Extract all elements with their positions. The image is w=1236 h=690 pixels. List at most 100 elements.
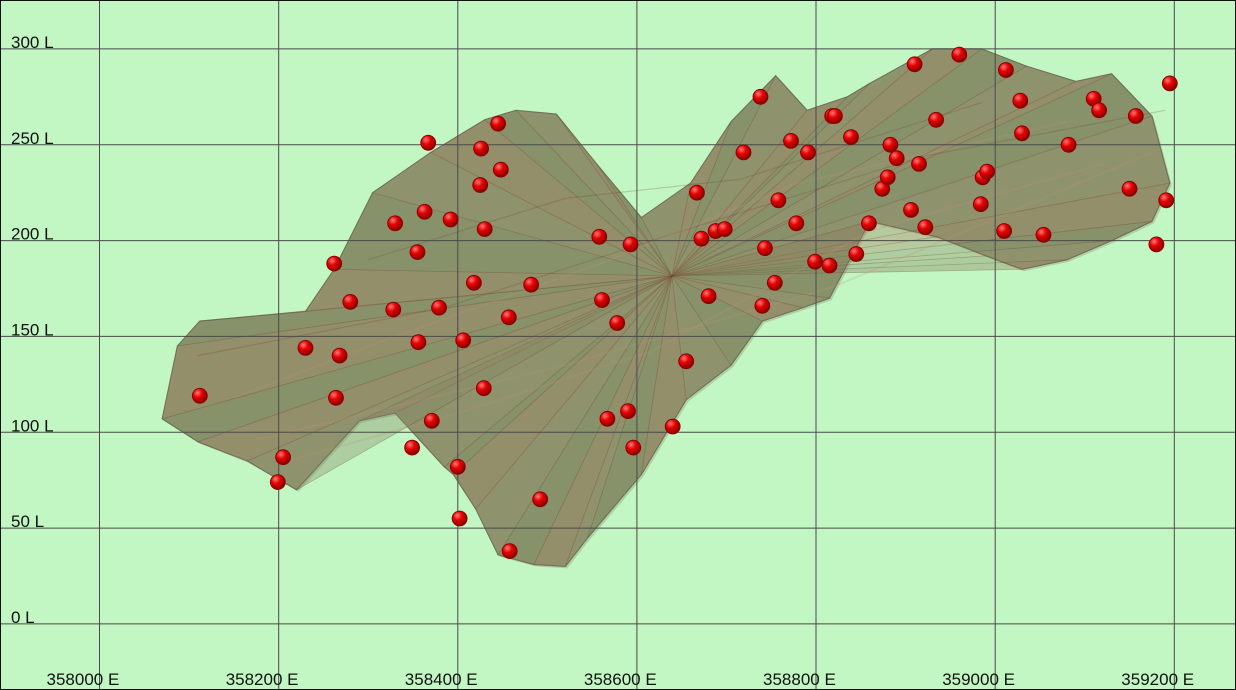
data-point — [972, 196, 989, 213]
data-point — [903, 202, 919, 218]
data-point — [409, 244, 426, 261]
surface-patch — [596, 163, 673, 277]
data-point — [1012, 92, 1029, 109]
surface-patch — [304, 268, 673, 312]
data-point — [442, 211, 459, 228]
data-point — [1121, 180, 1138, 197]
data-point — [678, 353, 695, 370]
surface-patch — [671, 259, 1067, 277]
data-point — [591, 228, 608, 245]
data-point — [1060, 136, 1077, 153]
data-point — [475, 380, 492, 397]
data-point — [269, 474, 286, 491]
data-point — [423, 412, 440, 429]
data-point — [476, 221, 493, 238]
surface-patch — [671, 221, 1153, 277]
surface-patch — [671, 275, 805, 322]
data-point — [385, 301, 402, 318]
data-point — [404, 439, 421, 456]
data-point — [297, 340, 314, 356]
tick-labels-layer: 358000 E 358200 E 358400 E 358600 E 358800 E… — [11, 33, 1194, 689]
data-point — [492, 161, 509, 178]
surface-patch — [671, 48, 933, 277]
data-point — [451, 510, 468, 527]
data-point — [821, 257, 838, 274]
data-point — [700, 288, 717, 305]
x-tick-label: 358600 E — [584, 670, 657, 689]
data-point — [620, 403, 636, 420]
data-point — [328, 389, 344, 406]
data-point — [783, 133, 799, 149]
data-point — [410, 334, 427, 351]
y-tick-label: 150 L — [11, 320, 54, 339]
surface-patch — [199, 275, 673, 322]
surface-patch — [671, 83, 871, 277]
data-point — [473, 140, 490, 157]
data-point — [532, 491, 549, 508]
surface-patch — [371, 151, 673, 277]
data-point — [879, 169, 896, 186]
data-point — [191, 387, 208, 404]
data-point — [766, 274, 783, 291]
y-tick-label: 250 L — [11, 129, 54, 148]
data-point — [501, 543, 518, 559]
surface-streak — [197, 109, 1166, 357]
surface-patch — [641, 275, 687, 475]
data-point — [1014, 125, 1030, 142]
data-point — [664, 418, 681, 435]
surface-patch — [671, 240, 1112, 277]
data-point — [716, 221, 733, 238]
data-point — [752, 88, 769, 105]
surface-patch — [671, 75, 808, 277]
points-layer — [191, 46, 1178, 559]
x-tick-label: 359200 E — [1121, 670, 1194, 689]
data-point — [906, 56, 923, 73]
x-tick-label: 358800 E — [763, 670, 836, 689]
surface-patch — [671, 65, 1077, 277]
data-point — [735, 144, 752, 161]
data-point — [599, 410, 616, 427]
data-point — [996, 223, 1012, 239]
surface-streak — [256, 147, 1162, 441]
x-tick-label: 358200 E — [226, 670, 299, 689]
data-point — [807, 253, 823, 270]
data-point — [466, 274, 482, 291]
data-point — [848, 246, 865, 262]
data-point — [757, 240, 773, 257]
data-point — [1127, 108, 1144, 124]
surface-outline — [161, 48, 1171, 568]
data-point — [827, 108, 843, 124]
data-point — [979, 163, 995, 180]
data-point — [1158, 192, 1175, 209]
y-tick-label: 100 L — [11, 416, 54, 435]
data-point — [490, 115, 507, 132]
data-point — [416, 203, 433, 220]
data-point — [911, 156, 927, 172]
x-tick-label: 359000 E — [942, 670, 1015, 689]
data-point — [342, 294, 359, 310]
data-point — [331, 347, 348, 364]
data-point — [275, 449, 292, 466]
data-point — [770, 192, 787, 209]
data-point — [326, 255, 343, 272]
data-point — [455, 332, 472, 349]
surface-patch — [555, 113, 673, 277]
data-point — [882, 136, 899, 153]
surface-patch — [176, 275, 673, 347]
data-point — [594, 292, 610, 308]
data-point — [431, 299, 447, 316]
data-point — [917, 219, 934, 236]
data-point — [693, 230, 710, 247]
surface-streak — [368, 102, 982, 261]
data-point — [523, 276, 540, 293]
surface-patch — [196, 275, 673, 462]
data-point — [472, 177, 489, 193]
data-point — [500, 309, 517, 326]
y-tick-label: 200 L — [11, 225, 54, 244]
surface-streak — [287, 162, 1103, 462]
surface-patch — [359, 275, 673, 422]
data-point — [928, 111, 944, 128]
x-tick-label: 358400 E — [405, 670, 478, 689]
